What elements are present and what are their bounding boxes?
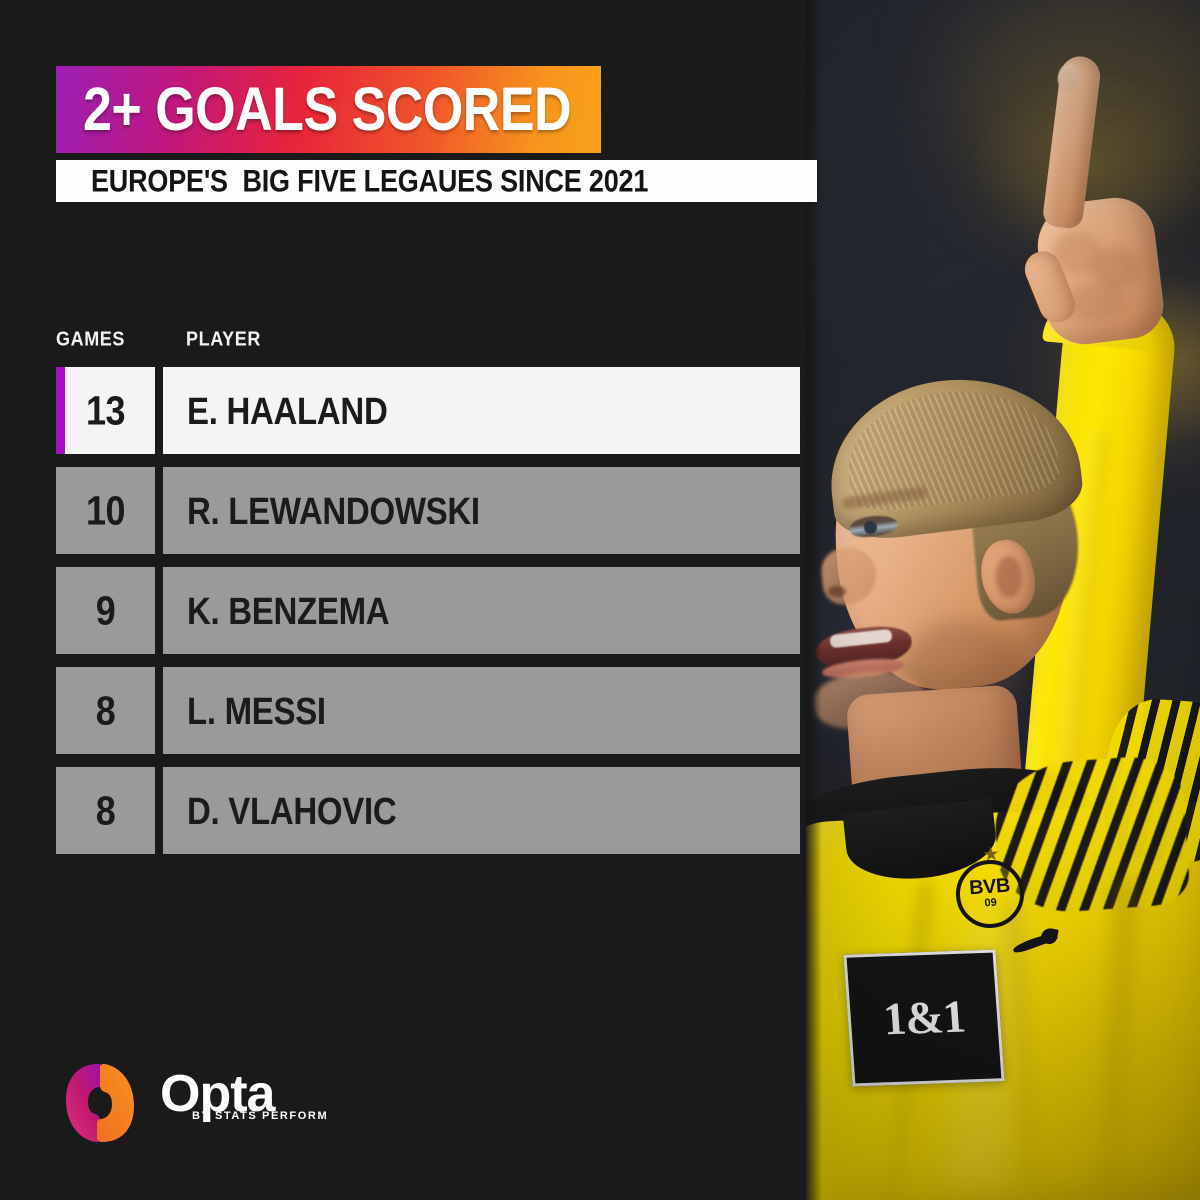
- games-value: 8: [95, 786, 116, 834]
- games-value: 10: [85, 486, 126, 534]
- table-row[interactable]: 9 K. BENZEMA: [56, 567, 800, 654]
- jersey-sponsor-badge: 1&1: [843, 949, 1005, 1087]
- player-name: K. BENZEMA: [187, 589, 390, 632]
- opta-logo-icon: [62, 1062, 138, 1144]
- cell-player: L. MESSI: [163, 667, 800, 754]
- player-name: E. HAALAND: [187, 389, 388, 432]
- cell-games: 8: [56, 767, 155, 854]
- player-pupil: [864, 521, 877, 534]
- subtitle-banner: EUROPE'S BIG FIVE LEGAUES SINCE 2021: [56, 160, 817, 202]
- title-banner: 2+ GOALS SCORED: [56, 66, 601, 153]
- ranking-table: 13 E. HAALAND 10 R. LEWANDOWSKI 9: [56, 367, 800, 867]
- page-title: 2+ GOALS SCORED: [83, 75, 572, 144]
- cell-games: 13: [56, 367, 155, 454]
- games-value: 8: [95, 686, 116, 734]
- player-photo: BVB 09 1&1: [806, 0, 1200, 1200]
- knuckle-shadow: [1092, 246, 1140, 290]
- table-row[interactable]: 13 E. HAALAND: [56, 367, 800, 454]
- column-header-games: GAMES: [56, 327, 126, 351]
- content-panel: 2+ GOALS SCORED EUROPE'S BIG FIVE LEGAUE…: [56, 66, 817, 1144]
- row-accent-bar: [56, 367, 65, 454]
- cell-player: E. HAALAND: [163, 367, 800, 454]
- opta-name: Opta: [160, 1065, 275, 1123]
- table-row[interactable]: 10 R. LEWANDOWSKI: [56, 467, 800, 554]
- player-name: L. MESSI: [187, 689, 326, 732]
- opta-wordmark: Opta BY STATS PERFORM: [160, 1062, 327, 1123]
- ear-inner-shadow: [996, 556, 1022, 598]
- player-nostril: [828, 586, 846, 597]
- crest-label: BVB: [968, 875, 1011, 900]
- games-value: 13: [85, 386, 126, 434]
- table-row[interactable]: 8 D. VLAHOVIC: [56, 767, 800, 854]
- cell-games: 8: [56, 667, 155, 754]
- crest-year: 09: [984, 896, 998, 910]
- page-subtitle: EUROPE'S BIG FIVE LEGAUES SINCE 2021: [91, 163, 649, 198]
- cell-games: 10: [56, 467, 155, 554]
- cell-player: D. VLAHOVIC: [163, 767, 800, 854]
- player-name: D. VLAHOVIC: [187, 789, 397, 832]
- cell-player: R. LEWANDOWSKI: [163, 467, 800, 554]
- player-name: R. LEWANDOWSKI: [187, 489, 480, 532]
- sponsor-label: 1&1: [881, 990, 967, 1045]
- games-value: 9: [95, 586, 116, 634]
- cell-games: 9: [56, 567, 155, 654]
- table-column-headers: GAMES PLAYER: [56, 327, 796, 354]
- opta-logo: Opta BY STATS PERFORM: [62, 1062, 327, 1144]
- opta-tagline: BY STATS PERFORM: [192, 1110, 329, 1123]
- table-row[interactable]: 8 L. MESSI: [56, 667, 800, 754]
- column-header-player: PLAYER: [186, 327, 261, 351]
- cell-player: K. BENZEMA: [163, 567, 800, 654]
